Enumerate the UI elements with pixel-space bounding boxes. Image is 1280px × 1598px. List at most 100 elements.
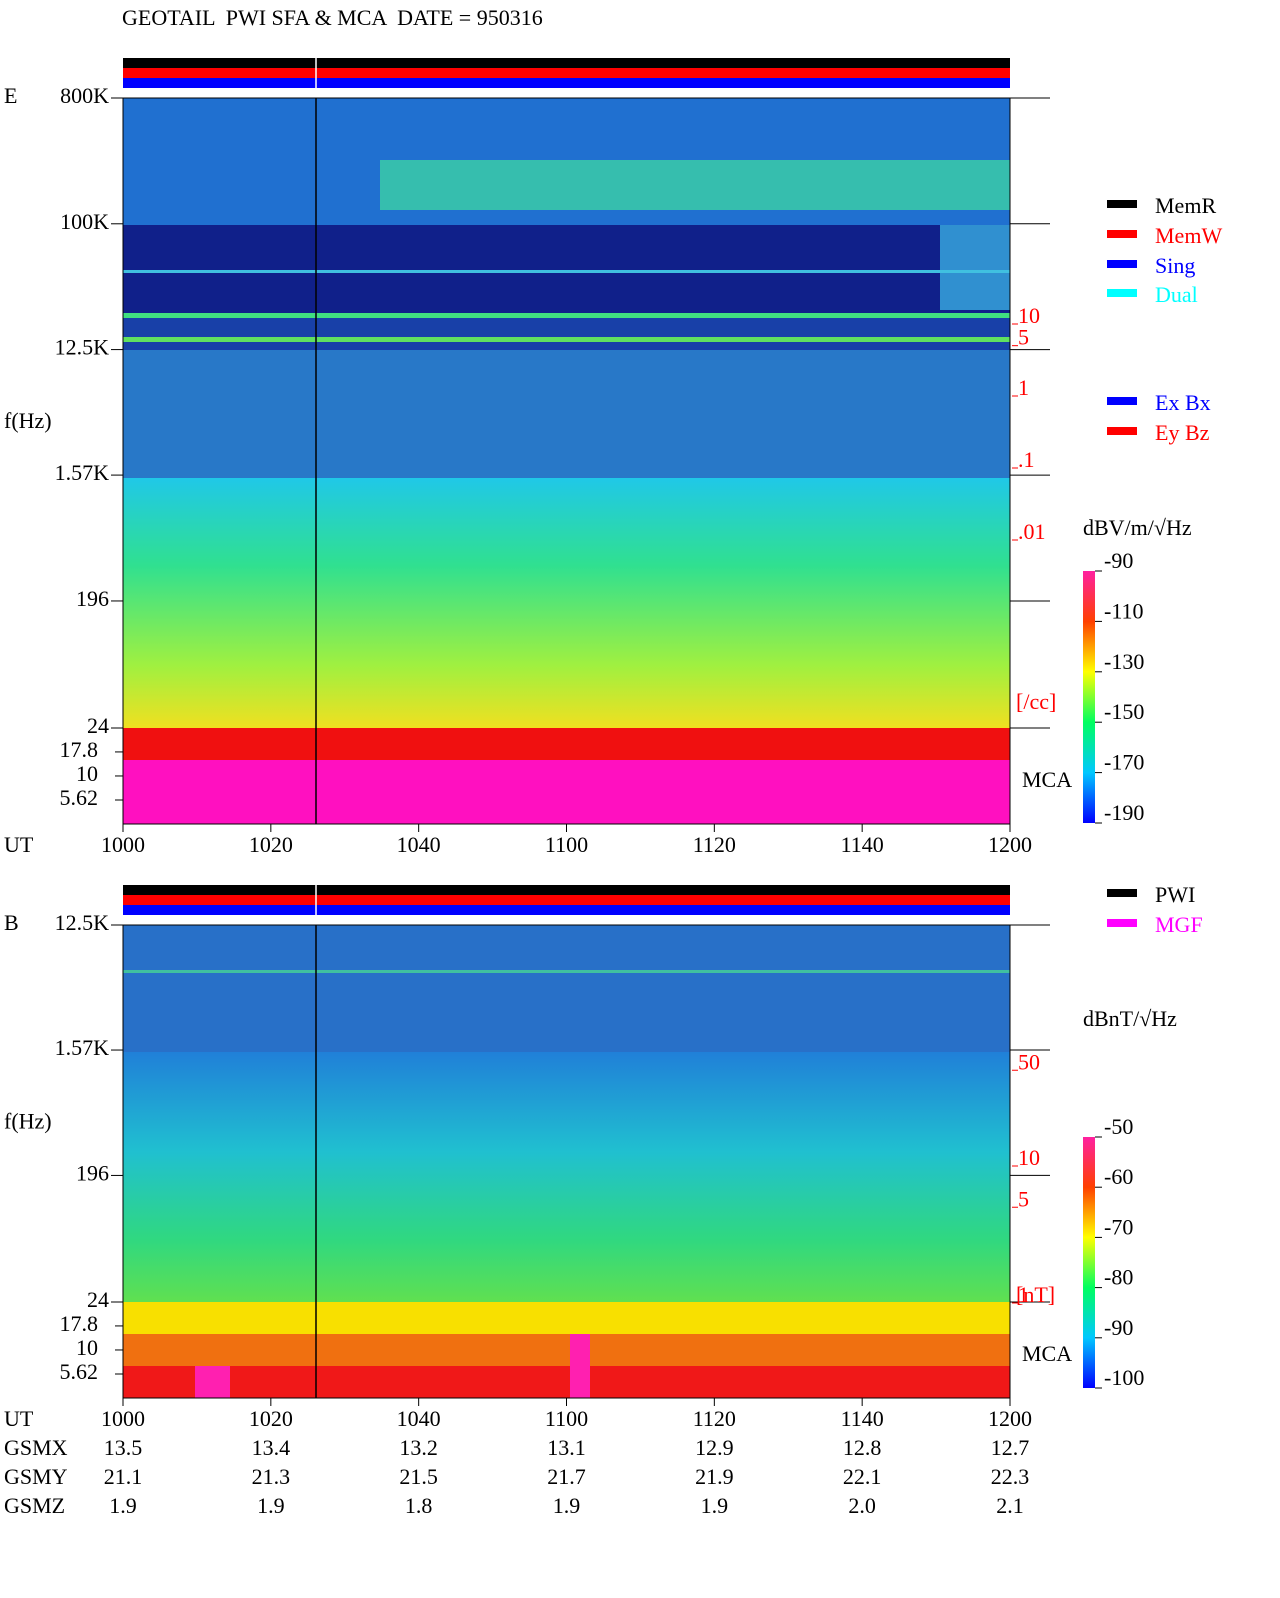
- status-bar: [123, 895, 1010, 905]
- y-tick-label: 1.57K: [55, 460, 110, 485]
- legend-swatch: [1107, 200, 1137, 208]
- x-tick-label: 1100: [545, 1406, 588, 1431]
- density-tick-label: .1: [1018, 447, 1035, 472]
- orbit-value: 21.3: [252, 1464, 291, 1489]
- density-tick-label: 50: [1018, 1049, 1040, 1074]
- x-tick-label: 1020: [249, 832, 293, 857]
- y-tick-label: 100K: [60, 209, 109, 234]
- legend-swatch: [1107, 919, 1137, 927]
- orbit-value: 13.4: [252, 1435, 291, 1460]
- x-tick-label: 1020: [249, 1406, 293, 1431]
- legend-swatch: [1107, 260, 1137, 268]
- density-unit: [/cc]: [1016, 689, 1056, 714]
- colorbar-label: dBV/m/√Hz: [1083, 515, 1192, 540]
- density-tick-label: 5: [1018, 1186, 1029, 1211]
- orbit-value: 21.7: [547, 1464, 586, 1489]
- spectrogram-b: [123, 925, 1010, 1398]
- orbit-value: 13.2: [399, 1435, 438, 1460]
- orbit-value: 13.5: [104, 1435, 143, 1460]
- panel-label: B: [4, 910, 19, 935]
- x-tick-label: 1140: [841, 1406, 884, 1431]
- y-axis-label: f(Hz): [4, 408, 52, 433]
- status-bar: [123, 78, 1010, 88]
- orbit-row-name: GSMZ: [4, 1493, 65, 1518]
- chart-title: GEOTAIL PWI SFA & MCA DATE = 950316: [122, 5, 543, 30]
- y-tick-label: 24: [87, 1287, 109, 1312]
- x-tick-label: 1000: [101, 1406, 145, 1431]
- y-tick-label: 196: [76, 586, 109, 611]
- y-tick-label: 800K: [60, 83, 109, 108]
- orbit-value: 1.9: [257, 1493, 285, 1518]
- x-tick-label: 1040: [397, 832, 441, 857]
- legend-swatch: [1107, 397, 1137, 405]
- x-tick-label: 1200: [988, 832, 1032, 857]
- colorbar-tick-label: -110: [1104, 598, 1144, 623]
- legend-swatch: [1107, 230, 1137, 238]
- colorbar-tick-label: -100: [1104, 1365, 1144, 1390]
- legend-label: Ex Bx: [1155, 390, 1211, 415]
- legend-label: MemW: [1155, 223, 1222, 248]
- status-bar: [123, 885, 1010, 895]
- legend-label: MemR: [1155, 193, 1216, 218]
- mca-tick-label: 17.8: [60, 1311, 99, 1336]
- density-tick-label: .01: [1018, 519, 1046, 544]
- y-tick-label: 196: [76, 1160, 109, 1185]
- orbit-value: 12.9: [695, 1435, 734, 1460]
- orbit-value: 12.7: [991, 1435, 1030, 1460]
- legend-label: Sing: [1155, 253, 1195, 278]
- orbit-value: 1.9: [701, 1493, 729, 1518]
- orbit-value: 1.9: [553, 1493, 581, 1518]
- density-tick-label: 10: [1018, 303, 1040, 328]
- colorbar-tick-label: -50: [1104, 1114, 1133, 1139]
- orbit-value: 12.8: [843, 1435, 882, 1460]
- status-bar: [123, 905, 1010, 915]
- orbit-value: 2.1: [996, 1493, 1024, 1518]
- orbit-value: 2.0: [848, 1493, 876, 1518]
- legend-swatch: [1107, 289, 1137, 297]
- legend-swatch: [1107, 427, 1137, 435]
- legend-label: PWI: [1155, 882, 1195, 907]
- mca-tick-label: 17.8: [60, 737, 99, 762]
- colorbar-tick-label: -150: [1104, 699, 1144, 724]
- colorbar-tick-label: -130: [1104, 649, 1144, 674]
- density-tick-label: 5: [1018, 325, 1029, 350]
- y-axis-label: f(Hz): [4, 1109, 52, 1134]
- x-tick-label: 1120: [693, 832, 736, 857]
- mca-label: MCA: [1022, 767, 1072, 792]
- y-tick-label: 1.57K: [55, 1035, 110, 1060]
- orbit-value: 1.9: [109, 1493, 137, 1518]
- colorbar-tick-label: -90: [1104, 548, 1133, 573]
- mca-tick-label: 5.62: [60, 1359, 99, 1384]
- orbit-value: 22.3: [991, 1464, 1030, 1489]
- x-tick-label: 1000: [101, 832, 145, 857]
- orbit-value: 21.9: [695, 1464, 734, 1489]
- orbit-value: 22.1: [843, 1464, 882, 1489]
- colorbar: [1083, 571, 1095, 823]
- orbit-row-name: GSMX: [4, 1435, 68, 1460]
- spectrogram-e: [123, 98, 1010, 824]
- density-tick-label: 10: [1018, 1145, 1040, 1170]
- x-tick-label: 1100: [545, 832, 588, 857]
- y-tick-label: 12.5K: [55, 335, 110, 360]
- density-tick-label: 1: [1018, 1282, 1029, 1307]
- orbit-value: 1.8: [405, 1493, 433, 1518]
- x-axis-label: UT: [4, 832, 34, 857]
- colorbar-tick-label: -190: [1104, 800, 1144, 825]
- legend-label: Dual: [1155, 282, 1198, 307]
- panel-label: E: [4, 83, 17, 108]
- legend-label: Ey Bz: [1155, 420, 1210, 445]
- mca-label: MCA: [1022, 1341, 1072, 1366]
- x-tick-label: 1140: [841, 832, 884, 857]
- orbit-row-name: GSMY: [4, 1464, 68, 1489]
- x-tick-label: 1120: [693, 1406, 736, 1431]
- legend-label: MGF: [1155, 912, 1203, 937]
- colorbar-tick-label: -80: [1104, 1265, 1133, 1290]
- colorbar-label: dBnT/√Hz: [1083, 1006, 1177, 1031]
- orbit-value: 13.1: [547, 1435, 586, 1460]
- y-tick-label: 12.5K: [55, 910, 110, 935]
- density-unit: [nT]: [1016, 1282, 1055, 1307]
- x-tick-label: 1200: [988, 1406, 1032, 1431]
- colorbar-tick-label: -70: [1104, 1214, 1133, 1239]
